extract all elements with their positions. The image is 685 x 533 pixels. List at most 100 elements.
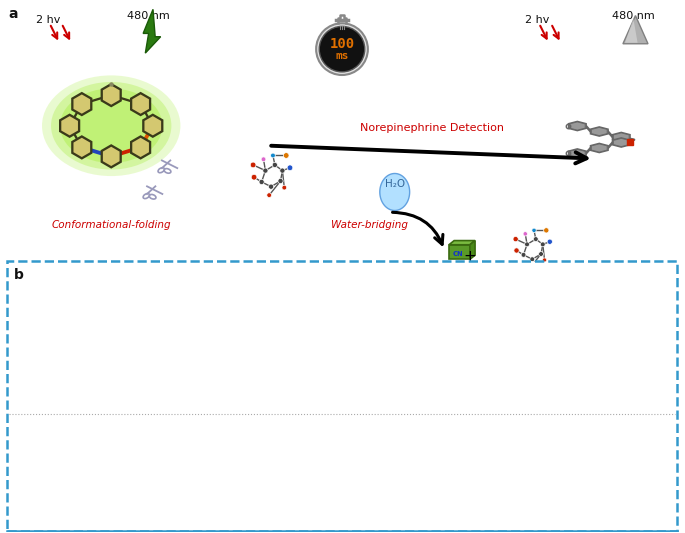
Text: Br: Br bbox=[388, 470, 400, 479]
Polygon shape bbox=[73, 408, 88, 415]
Polygon shape bbox=[79, 329, 93, 344]
Text: +: + bbox=[194, 418, 200, 427]
Text: S: S bbox=[221, 465, 227, 475]
Polygon shape bbox=[470, 240, 475, 260]
Text: a: a bbox=[9, 7, 18, 21]
Circle shape bbox=[279, 168, 285, 173]
Circle shape bbox=[498, 303, 506, 310]
Text: HS: HS bbox=[412, 412, 428, 422]
Circle shape bbox=[287, 165, 292, 171]
Text: ≡: ≡ bbox=[149, 410, 164, 428]
Polygon shape bbox=[50, 307, 64, 322]
Circle shape bbox=[490, 317, 496, 322]
Text: Water-bridging: Water-bridging bbox=[332, 220, 408, 230]
Text: 2 hv: 2 hv bbox=[525, 15, 549, 25]
Circle shape bbox=[510, 435, 516, 441]
Polygon shape bbox=[102, 84, 121, 106]
Text: N: N bbox=[458, 461, 463, 470]
Polygon shape bbox=[143, 115, 162, 136]
Text: PSH: PSH bbox=[369, 454, 390, 464]
Text: Br: Br bbox=[253, 398, 264, 407]
Polygon shape bbox=[92, 413, 105, 419]
Polygon shape bbox=[379, 173, 410, 211]
Text: CN: CN bbox=[374, 416, 384, 421]
Circle shape bbox=[521, 253, 526, 257]
Circle shape bbox=[319, 26, 365, 72]
Circle shape bbox=[480, 321, 486, 328]
Ellipse shape bbox=[51, 82, 171, 169]
Text: 480 nm: 480 nm bbox=[127, 11, 169, 21]
Circle shape bbox=[479, 329, 485, 336]
Circle shape bbox=[272, 163, 277, 167]
Text: H₂O: H₂O bbox=[385, 179, 405, 189]
Text: CH₃: CH₃ bbox=[563, 488, 577, 497]
Text: HO: HO bbox=[574, 320, 587, 329]
Text: +: + bbox=[464, 458, 470, 464]
Circle shape bbox=[271, 153, 275, 158]
Text: O: O bbox=[208, 466, 214, 475]
Circle shape bbox=[269, 184, 274, 189]
Polygon shape bbox=[55, 403, 70, 411]
Text: O: O bbox=[632, 400, 639, 409]
Text: O: O bbox=[623, 410, 629, 419]
Circle shape bbox=[530, 257, 535, 262]
Polygon shape bbox=[569, 149, 586, 158]
Polygon shape bbox=[590, 143, 608, 152]
Text: NH₂: NH₂ bbox=[630, 306, 647, 315]
Text: +: + bbox=[134, 458, 140, 464]
Polygon shape bbox=[92, 417, 105, 424]
Polygon shape bbox=[73, 136, 91, 158]
Text: 2Cl⁻: 2Cl⁻ bbox=[149, 297, 169, 307]
Circle shape bbox=[521, 423, 526, 429]
Circle shape bbox=[474, 306, 480, 313]
Polygon shape bbox=[612, 133, 630, 142]
Text: NE-5: NE-5 bbox=[497, 454, 521, 464]
FancyBboxPatch shape bbox=[7, 261, 677, 531]
Circle shape bbox=[282, 185, 286, 190]
Text: 480 nm: 480 nm bbox=[612, 11, 655, 21]
Polygon shape bbox=[449, 240, 475, 245]
Text: BPS4: BPS4 bbox=[485, 508, 514, 519]
Text: +: + bbox=[206, 311, 212, 320]
Text: N: N bbox=[128, 461, 134, 470]
Circle shape bbox=[267, 193, 271, 198]
Text: Conformational-folding: Conformational-folding bbox=[51, 220, 171, 230]
Text: S: S bbox=[544, 465, 550, 475]
Polygon shape bbox=[74, 408, 87, 415]
Polygon shape bbox=[625, 19, 638, 43]
Text: CH₃: CH₃ bbox=[316, 321, 330, 330]
Circle shape bbox=[263, 168, 268, 173]
Text: N: N bbox=[210, 290, 217, 300]
Text: O: O bbox=[221, 456, 227, 465]
Ellipse shape bbox=[42, 75, 180, 176]
Text: Reference compounds:: Reference compounds: bbox=[16, 417, 136, 427]
Text: N: N bbox=[479, 470, 485, 479]
Polygon shape bbox=[613, 139, 629, 147]
Circle shape bbox=[540, 242, 545, 247]
Text: N: N bbox=[112, 470, 118, 479]
Polygon shape bbox=[73, 422, 88, 429]
Polygon shape bbox=[56, 404, 69, 410]
Text: +: + bbox=[206, 285, 212, 293]
Polygon shape bbox=[613, 133, 629, 141]
Polygon shape bbox=[569, 122, 586, 131]
Text: NH: NH bbox=[647, 405, 659, 414]
Circle shape bbox=[547, 239, 552, 244]
Circle shape bbox=[515, 409, 521, 415]
Circle shape bbox=[532, 228, 536, 232]
Polygon shape bbox=[101, 322, 114, 338]
Text: N: N bbox=[436, 470, 441, 479]
Ellipse shape bbox=[44, 284, 129, 346]
Text: O: O bbox=[544, 456, 550, 465]
Circle shape bbox=[543, 258, 547, 262]
Circle shape bbox=[482, 290, 488, 296]
Polygon shape bbox=[612, 138, 630, 147]
Circle shape bbox=[514, 248, 519, 253]
Circle shape bbox=[495, 288, 502, 296]
Text: +: + bbox=[440, 458, 447, 467]
Text: CH₃: CH₃ bbox=[436, 430, 449, 439]
Text: HO: HO bbox=[582, 401, 595, 410]
Text: ≡: ≡ bbox=[151, 306, 166, 324]
Text: ms: ms bbox=[335, 51, 349, 61]
Polygon shape bbox=[56, 426, 69, 433]
